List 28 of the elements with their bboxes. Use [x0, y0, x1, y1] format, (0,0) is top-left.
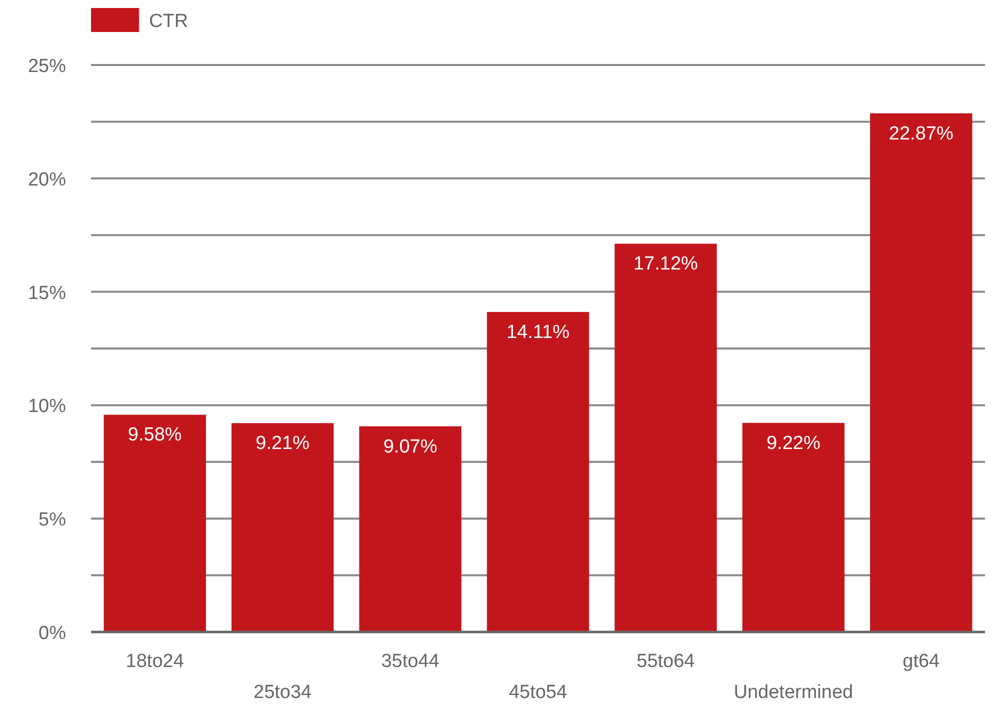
- data-label: 9.58%: [128, 424, 182, 446]
- y-tick-label: 25%: [28, 56, 66, 77]
- data-label: 17.12%: [633, 254, 698, 275]
- legend-label: CTR: [149, 11, 188, 32]
- bar: [486, 312, 590, 632]
- bar: [614, 244, 717, 632]
- y-tick-label: 20%: [28, 169, 66, 190]
- bar: [104, 414, 206, 632]
- x-tick-label: 45to54: [508, 682, 568, 703]
- data-label: 14.11%: [506, 322, 570, 343]
- x-tick-label: Undetermined: [734, 682, 854, 703]
- data-label: 9.21%: [256, 433, 310, 454]
- x-tick-label: gt64: [902, 651, 940, 672]
- bar: [870, 113, 972, 632]
- x-tick-label: 18to24: [126, 651, 184, 672]
- bar: [231, 423, 334, 632]
- data-label: 9.07%: [383, 436, 438, 458]
- data-label: 22.87%: [888, 123, 954, 144]
- y-tick-label: 15%: [28, 282, 66, 304]
- y-tick-label: 0%: [38, 623, 66, 644]
- bar: [359, 426, 462, 632]
- y-tick-label: 5%: [38, 510, 66, 531]
- x-tick-label: 25to34: [254, 682, 312, 703]
- bar: [742, 422, 845, 632]
- data-label: 9.22%: [766, 432, 820, 454]
- x-tick-label: 35to44: [381, 651, 440, 672]
- x-tick-label: 55to64: [636, 651, 696, 672]
- y-tick-label: 10%: [28, 396, 66, 418]
